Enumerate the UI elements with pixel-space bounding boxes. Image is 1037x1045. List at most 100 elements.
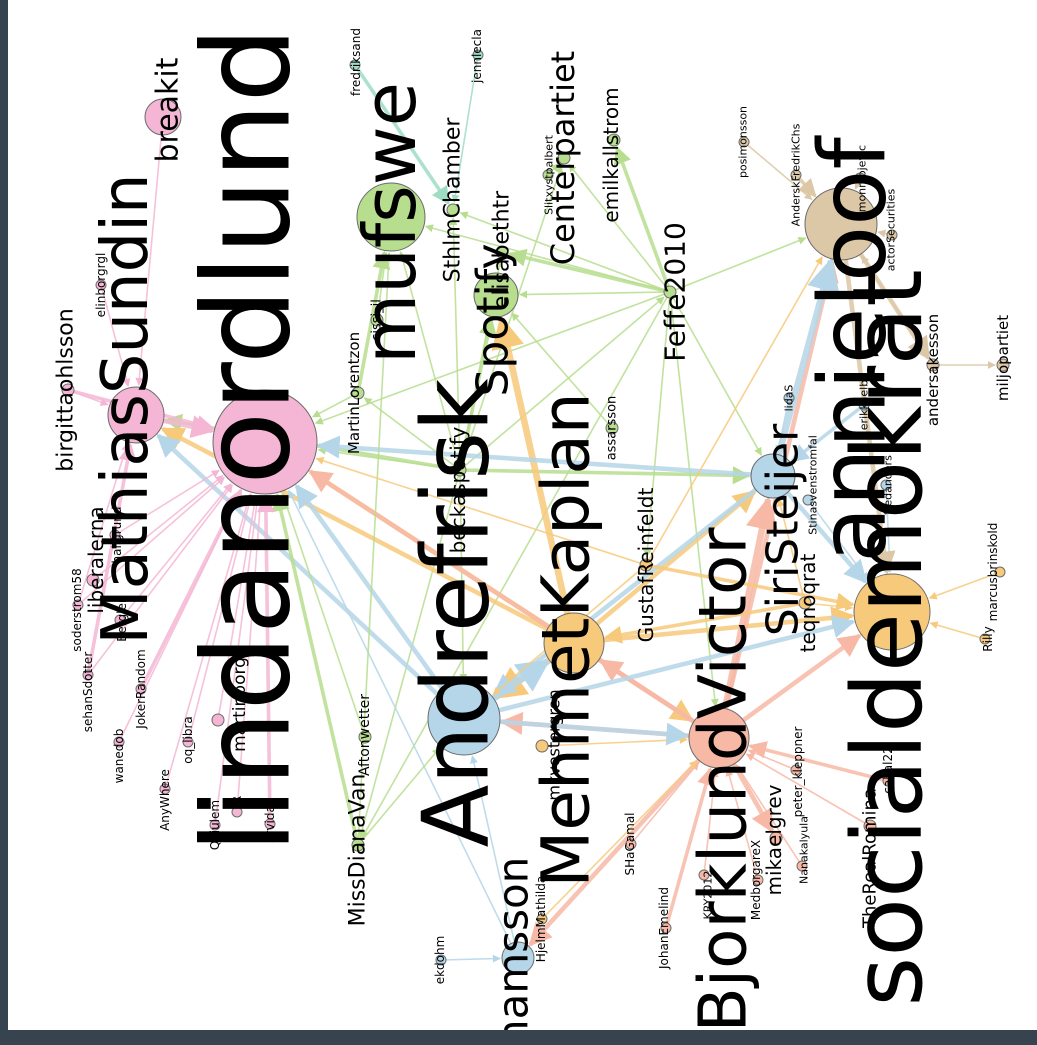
node-mkvestergren[interactable]	[535, 739, 549, 753]
node-simonmojevic[interactable]	[854, 172, 866, 184]
node-lidas[interactable]	[783, 392, 795, 404]
node-posimonsson[interactable]	[738, 136, 750, 148]
node-label-simonmojevic[interactable]: simonmojevic	[856, 145, 869, 221]
node-label-nanakalyula[interactable]: Nanakalyula	[798, 816, 811, 884]
node-teqnoqrat[interactable]	[798, 596, 812, 610]
node-label-andrefrisk[interactable]: Andrefrisk	[403, 378, 510, 848]
node-oqlibra[interactable]	[182, 736, 194, 748]
node-feffe2010[interactable]	[663, 285, 677, 299]
node-label-elinborgrgl[interactable]: elinborgrgl	[94, 253, 108, 318]
node-kry[interactable]	[698, 869, 710, 881]
node-cissi[interactable]	[370, 313, 384, 327]
node-soderstrom58[interactable]	[72, 599, 84, 611]
node-label-lindanordlund[interactable]: lindanordlund	[179, 27, 318, 854]
node-jennlecla[interactable]	[472, 49, 484, 61]
node-label-oqlibra[interactable]: oq_libra	[181, 716, 195, 764]
node-label-spotify[interactable]: Spotify	[468, 243, 519, 396]
node-label-ekdohm[interactable]: ekdohm	[433, 936, 447, 985]
node-mathiassundin[interactable]	[107, 386, 165, 444]
node-annieloof[interactable]	[804, 187, 878, 261]
node-spotify[interactable]	[473, 272, 519, 318]
node-label-birgittaohlsson[interactable]: birgittaohlsson	[54, 308, 79, 471]
network-graph[interactable]: lindanordlund Andrefrisk socialdemokratann…	[8, 0, 1037, 1030]
node-label-siristeijer[interactable]: SiriSteijer	[758, 423, 809, 636]
node-andersakesson[interactable]	[926, 358, 940, 372]
node-label-assarsson[interactable]: assarsson	[605, 396, 620, 461]
node-label-peterkleppner[interactable]: peter_kleppner	[791, 727, 805, 818]
node-label-anywhere[interactable]: AnyWhere	[158, 769, 172, 831]
node-label-bjorklundvictor[interactable]: BjorklundVictor	[685, 527, 762, 1030]
node-mikaelgrev[interactable]	[769, 831, 783, 845]
node-label-centerpartiet[interactable]: Centerpartiet	[544, 51, 582, 265]
node-label-miljopartiet[interactable]: miljopartiet	[994, 315, 1012, 401]
node-label-cahal22[interactable]: cahal22	[881, 746, 895, 794]
node-hjelmmathilda[interactable]	[536, 913, 548, 925]
node-label-gustafreinfeldt[interactable]: GustafReinfeldt	[634, 487, 658, 642]
node-label-anderskfredrik[interactable]: AnderskFredrikChs	[790, 123, 803, 226]
node-label-qeiulem[interactable]: Qeiulem	[208, 800, 222, 850]
node-fredriksand[interactable]	[349, 59, 361, 71]
node-label-erikkaelb[interactable]: erikkaelb	[858, 380, 871, 430]
node-label-beckaspotify[interactable]: beckaspotify	[446, 426, 470, 553]
node-label-elisabethtr[interactable]: elisabethtr	[490, 190, 515, 309]
node-actorsecurities[interactable]	[886, 229, 898, 241]
node-label-missdianavan[interactable]: MissDianaVan	[346, 774, 371, 927]
node-ekdohm[interactable]	[435, 954, 447, 966]
node-marcusbrinskold[interactable]	[994, 566, 1006, 578]
node-label-breakit[interactable]: breakit	[151, 57, 186, 162]
node-label-mathiassundin[interactable]: MathiasSundin	[89, 173, 163, 644]
node-label-actorsecurities[interactable]: actorSecurities	[885, 188, 898, 271]
node-elisabethtr[interactable]	[495, 245, 509, 259]
node-wanedob[interactable]	[113, 736, 125, 748]
node-johanemelind[interactable]	[660, 922, 672, 934]
node-bjorklundvictor[interactable]	[688, 707, 750, 769]
node-birgittaohlsson[interactable]	[61, 383, 75, 397]
node-erikkaelb[interactable]	[858, 399, 870, 411]
node-cahal22[interactable]	[882, 775, 894, 787]
node-bergler[interactable]	[114, 614, 126, 626]
node-rilly[interactable]	[979, 633, 991, 645]
node-breakit[interactable]	[144, 98, 182, 136]
node-medborgarex[interactable]	[752, 874, 764, 886]
node-label-mehmetkaplan[interactable]: MehmetKaplan	[528, 392, 605, 887]
node-label-annieloof[interactable]: annieloof	[800, 135, 907, 563]
node-assarsson[interactable]	[605, 421, 619, 435]
node-martinlorentzon[interactable]	[351, 386, 365, 400]
node-mehmetkaplan[interactable]	[543, 612, 605, 674]
node-anywhere[interactable]	[159, 783, 171, 795]
node-nanakalyula[interactable]	[796, 860, 808, 872]
node-gustafreinfeldt[interactable]	[639, 558, 653, 572]
node-label-sehanddotter[interactable]: sehanSdotter	[81, 652, 95, 733]
node-qeiulem[interactable]	[209, 819, 221, 831]
node-fredanders[interactable]	[880, 479, 892, 491]
node-label-martinborgs[interactable]: martinborgs	[230, 648, 250, 752]
node-label-andersakesson[interactable]: andersakesson	[924, 314, 942, 426]
node-label-hallgrund[interactable]: hallgrund	[110, 506, 124, 563]
node-label-hjelmmathilda[interactable]: HjelmMathilda	[534, 876, 548, 962]
node-martinborgs[interactable]	[211, 713, 225, 727]
node-label-martinlorentzon[interactable]: MartinLorentzon	[345, 332, 363, 454]
node-aftonwetter[interactable]	[358, 730, 372, 744]
node-label-soderstrom58[interactable]: soderstrom58	[70, 568, 84, 651]
node-label-johamsson[interactable]: johamsson	[489, 857, 538, 1030]
node-label-ruri[interactable]: R	[230, 796, 244, 804]
node-arvida[interactable]	[264, 818, 276, 830]
node-shagamal[interactable]	[625, 838, 637, 850]
node-label-aftonwetter[interactable]: Aftonwetter	[357, 694, 373, 776]
node-label-slitxyst[interactable]: Slitxystpalbert	[543, 134, 556, 215]
node-andrefrisk[interactable]	[427, 682, 501, 756]
node-slitxyst[interactable]	[542, 169, 554, 181]
node-label-johanemelind[interactable]: JohanEmelind	[657, 887, 671, 970]
node-stinasvenstromfal[interactable]	[802, 494, 814, 506]
node-sehanddotter[interactable]	[82, 669, 94, 681]
node-label-marcusbrinskold[interactable]: marcusbrinskold	[986, 523, 1000, 622]
node-label-medborgarex[interactable]: MedborgareX	[749, 840, 763, 920]
node-missdianavan[interactable]	[351, 838, 365, 852]
node-emilkallstrom[interactable]	[607, 133, 621, 147]
node-elinborgrgl[interactable]	[95, 279, 107, 291]
node-label-mkvestergren[interactable]: mkvestergren	[545, 689, 564, 800]
node-label-jennlecla[interactable]: jennlecla	[470, 29, 484, 84]
node-beckaspotify[interactable]	[453, 463, 467, 477]
node-hallgrund[interactable]	[109, 529, 121, 541]
node-socialdemokrat[interactable]	[853, 573, 931, 651]
